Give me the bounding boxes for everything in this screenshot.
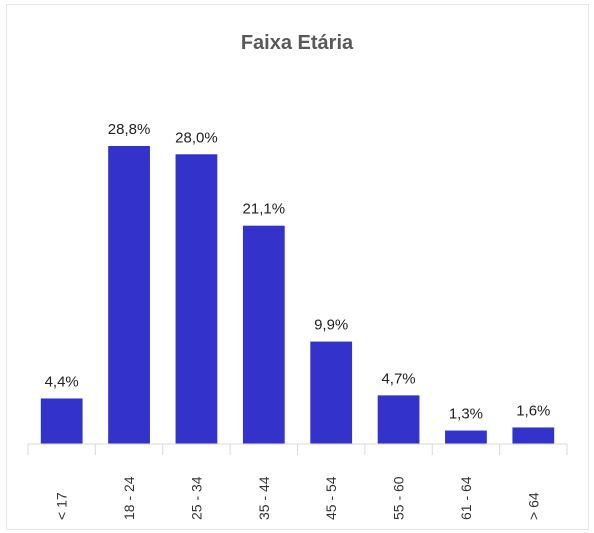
data-label: 1,3% [449,406,483,423]
x-tick-label: 25 - 34 [188,476,204,520]
data-label: 28,0% [175,129,218,146]
data-label: 4,4% [45,373,79,390]
bar [445,430,487,444]
bar [175,154,218,444]
x-tick-label: 61 - 64 [458,476,474,520]
chart-title: Faixa Etária [241,32,354,54]
bar [108,146,150,444]
bar [377,395,420,444]
x-tick-label: 45 - 54 [323,476,339,520]
bar [310,341,353,444]
x-tick-label: 55 - 60 [391,476,407,520]
chart-frame [6,4,589,530]
data-label: 28,8% [108,121,151,138]
data-label: 1,6% [516,402,550,419]
data-label: 21,1% [243,201,286,218]
data-label: 9,9% [314,317,348,334]
x-tick-label: > 64 [525,492,541,520]
x-tick-label: < 17 [54,492,70,520]
x-tick-label: 35 - 44 [256,476,272,520]
bar [242,225,285,444]
bar [40,398,83,444]
x-tick-label: 18 - 24 [121,476,137,520]
bar [512,427,555,444]
data-label: 4,7% [381,370,415,387]
